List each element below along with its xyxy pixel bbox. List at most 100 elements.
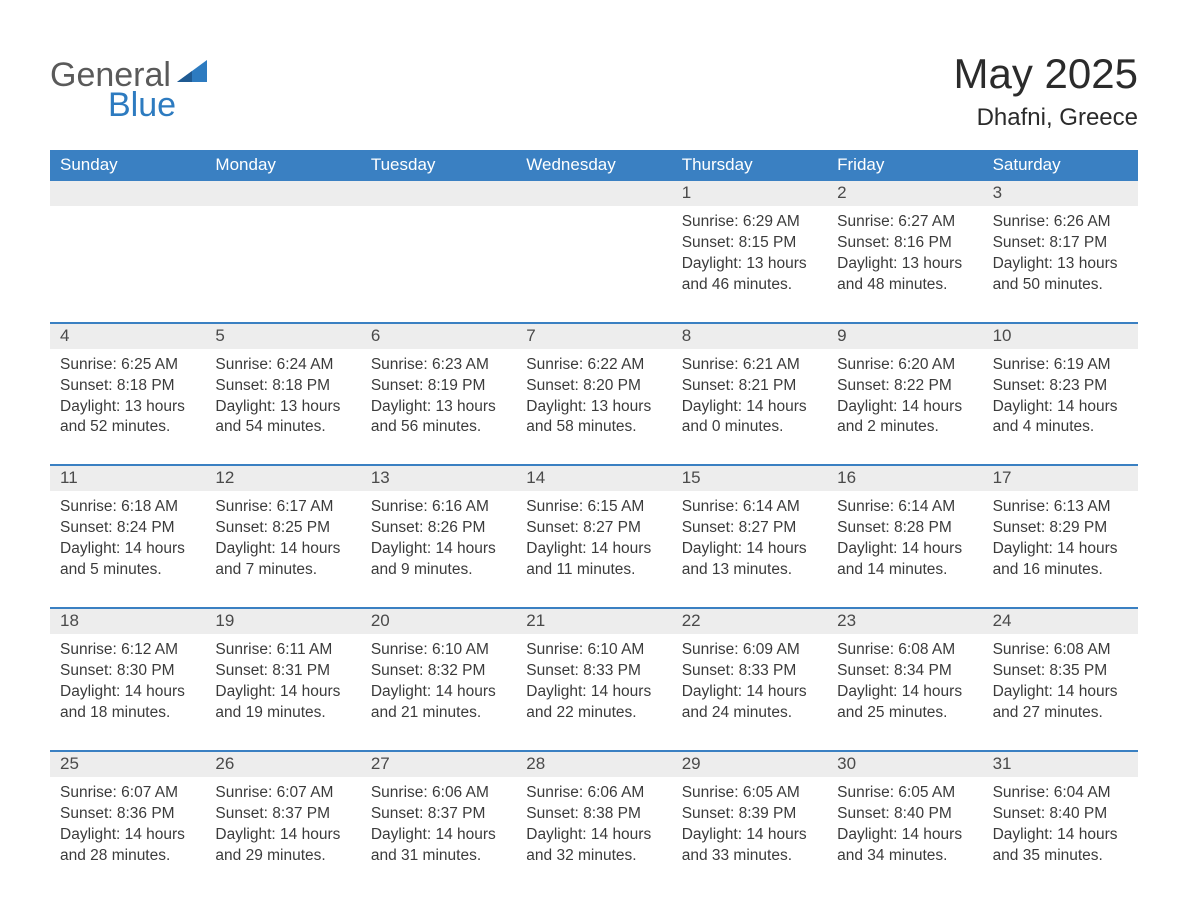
dow-sunday: Sunday <box>50 150 205 181</box>
day-number: 19 <box>205 609 360 634</box>
daylight-text: Daylight: 13 hours <box>371 397 506 418</box>
day-cell: Sunrise: 6:15 AMSunset: 8:27 PMDaylight:… <box>516 491 671 589</box>
day-cell: Sunrise: 6:09 AMSunset: 8:33 PMDaylight:… <box>672 634 827 732</box>
dow-wednesday: Wednesday <box>516 150 671 181</box>
day-cell: Sunrise: 6:10 AMSunset: 8:32 PMDaylight:… <box>361 634 516 732</box>
sunrise-text: Sunrise: 6:16 AM <box>371 497 506 518</box>
dow-thursday: Thursday <box>672 150 827 181</box>
sunset-text: Sunset: 8:32 PM <box>371 661 506 682</box>
sunrise-text: Sunrise: 6:13 AM <box>993 497 1128 518</box>
daylight-text: and 9 minutes. <box>371 560 506 581</box>
daylight-text: Daylight: 14 hours <box>60 539 195 560</box>
day-cell: Sunrise: 6:07 AMSunset: 8:37 PMDaylight:… <box>205 777 360 875</box>
daylight-text: Daylight: 14 hours <box>526 682 661 703</box>
daylight-text: and 14 minutes. <box>837 560 972 581</box>
sunrise-text: Sunrise: 6:18 AM <box>60 497 195 518</box>
daylight-text: Daylight: 13 hours <box>60 397 195 418</box>
daylight-text: and 29 minutes. <box>215 846 350 867</box>
day-cell: Sunrise: 6:04 AMSunset: 8:40 PMDaylight:… <box>983 777 1138 875</box>
day-cell: Sunrise: 6:27 AMSunset: 8:16 PMDaylight:… <box>827 206 982 304</box>
day-number: 24 <box>983 609 1138 634</box>
day-number: 2 <box>827 181 982 206</box>
day-cell <box>50 206 205 304</box>
day-cell: Sunrise: 6:20 AMSunset: 8:22 PMDaylight:… <box>827 349 982 447</box>
day-number: 16 <box>827 466 982 491</box>
daylight-text: Daylight: 14 hours <box>215 825 350 846</box>
dow-monday: Monday <box>205 150 360 181</box>
daylight-text: and 16 minutes. <box>993 560 1128 581</box>
sunset-text: Sunset: 8:40 PM <box>993 804 1128 825</box>
location: Dhafni, Greece <box>954 104 1138 132</box>
day-body-row: Sunrise: 6:25 AMSunset: 8:18 PMDaylight:… <box>50 349 1138 447</box>
daylight-text: Daylight: 14 hours <box>682 539 817 560</box>
sunrise-text: Sunrise: 6:04 AM <box>993 783 1128 804</box>
day-number-row: 123 <box>50 181 1138 206</box>
sunset-text: Sunset: 8:21 PM <box>682 376 817 397</box>
day-body-row: Sunrise: 6:18 AMSunset: 8:24 PMDaylight:… <box>50 491 1138 589</box>
sunrise-text: Sunrise: 6:20 AM <box>837 355 972 376</box>
logo-triangle-icon <box>177 60 207 82</box>
daylight-text: and 18 minutes. <box>60 703 195 724</box>
week-row: 25262728293031Sunrise: 6:07 AMSunset: 8:… <box>50 750 1138 875</box>
day-number: 26 <box>205 752 360 777</box>
day-cell <box>205 206 360 304</box>
daylight-text: and 24 minutes. <box>682 703 817 724</box>
sunset-text: Sunset: 8:39 PM <box>682 804 817 825</box>
sunset-text: Sunset: 8:36 PM <box>60 804 195 825</box>
day-cell: Sunrise: 6:14 AMSunset: 8:27 PMDaylight:… <box>672 491 827 589</box>
day-number: 6 <box>361 324 516 349</box>
day-cell: Sunrise: 6:26 AMSunset: 8:17 PMDaylight:… <box>983 206 1138 304</box>
daylight-text: Daylight: 14 hours <box>993 539 1128 560</box>
sunset-text: Sunset: 8:28 PM <box>837 518 972 539</box>
month-title: May 2025 <box>954 50 1138 98</box>
day-number: 30 <box>827 752 982 777</box>
title-block: May 2025 Dhafni, Greece <box>954 50 1138 132</box>
daylight-text: Daylight: 14 hours <box>215 682 350 703</box>
day-cell: Sunrise: 6:06 AMSunset: 8:37 PMDaylight:… <box>361 777 516 875</box>
sunrise-text: Sunrise: 6:07 AM <box>215 783 350 804</box>
sunrise-text: Sunrise: 6:12 AM <box>60 640 195 661</box>
sunset-text: Sunset: 8:25 PM <box>215 518 350 539</box>
daylight-text: Daylight: 14 hours <box>837 825 972 846</box>
sunset-text: Sunset: 8:37 PM <box>215 804 350 825</box>
daylight-text: Daylight: 14 hours <box>371 539 506 560</box>
daylight-text: and 5 minutes. <box>60 560 195 581</box>
sunrise-text: Sunrise: 6:27 AM <box>837 212 972 233</box>
daylight-text: and 46 minutes. <box>682 275 817 296</box>
day-number <box>361 181 516 206</box>
day-number-row: 45678910 <box>50 324 1138 349</box>
daylight-text: and 33 minutes. <box>682 846 817 867</box>
daylight-text: and 52 minutes. <box>60 417 195 438</box>
day-number: 27 <box>361 752 516 777</box>
day-number: 23 <box>827 609 982 634</box>
daylight-text: and 54 minutes. <box>215 417 350 438</box>
sunset-text: Sunset: 8:40 PM <box>837 804 972 825</box>
sunrise-text: Sunrise: 6:10 AM <box>371 640 506 661</box>
day-number-row: 11121314151617 <box>50 466 1138 491</box>
sunset-text: Sunset: 8:30 PM <box>60 661 195 682</box>
sunset-text: Sunset: 8:23 PM <box>993 376 1128 397</box>
sunrise-text: Sunrise: 6:09 AM <box>682 640 817 661</box>
daylight-text: Daylight: 13 hours <box>526 397 661 418</box>
day-number <box>50 181 205 206</box>
day-of-week-header: SundayMondayTuesdayWednesdayThursdayFrid… <box>50 150 1138 181</box>
daylight-text: and 25 minutes. <box>837 703 972 724</box>
day-cell: Sunrise: 6:21 AMSunset: 8:21 PMDaylight:… <box>672 349 827 447</box>
day-number: 17 <box>983 466 1138 491</box>
daylight-text: and 32 minutes. <box>526 846 661 867</box>
sunrise-text: Sunrise: 6:19 AM <box>993 355 1128 376</box>
day-cell: Sunrise: 6:19 AMSunset: 8:23 PMDaylight:… <box>983 349 1138 447</box>
day-cell: Sunrise: 6:29 AMSunset: 8:15 PMDaylight:… <box>672 206 827 304</box>
daylight-text: and 27 minutes. <box>993 703 1128 724</box>
daylight-text: Daylight: 14 hours <box>60 825 195 846</box>
sunset-text: Sunset: 8:15 PM <box>682 233 817 254</box>
sunrise-text: Sunrise: 6:26 AM <box>993 212 1128 233</box>
sunset-text: Sunset: 8:27 PM <box>682 518 817 539</box>
calendar: SundayMondayTuesdayWednesdayThursdayFrid… <box>50 150 1138 874</box>
day-number-row: 25262728293031 <box>50 752 1138 777</box>
day-number: 15 <box>672 466 827 491</box>
sunset-text: Sunset: 8:19 PM <box>371 376 506 397</box>
sunrise-text: Sunrise: 6:06 AM <box>526 783 661 804</box>
daylight-text: Daylight: 14 hours <box>837 397 972 418</box>
day-cell: Sunrise: 6:16 AMSunset: 8:26 PMDaylight:… <box>361 491 516 589</box>
